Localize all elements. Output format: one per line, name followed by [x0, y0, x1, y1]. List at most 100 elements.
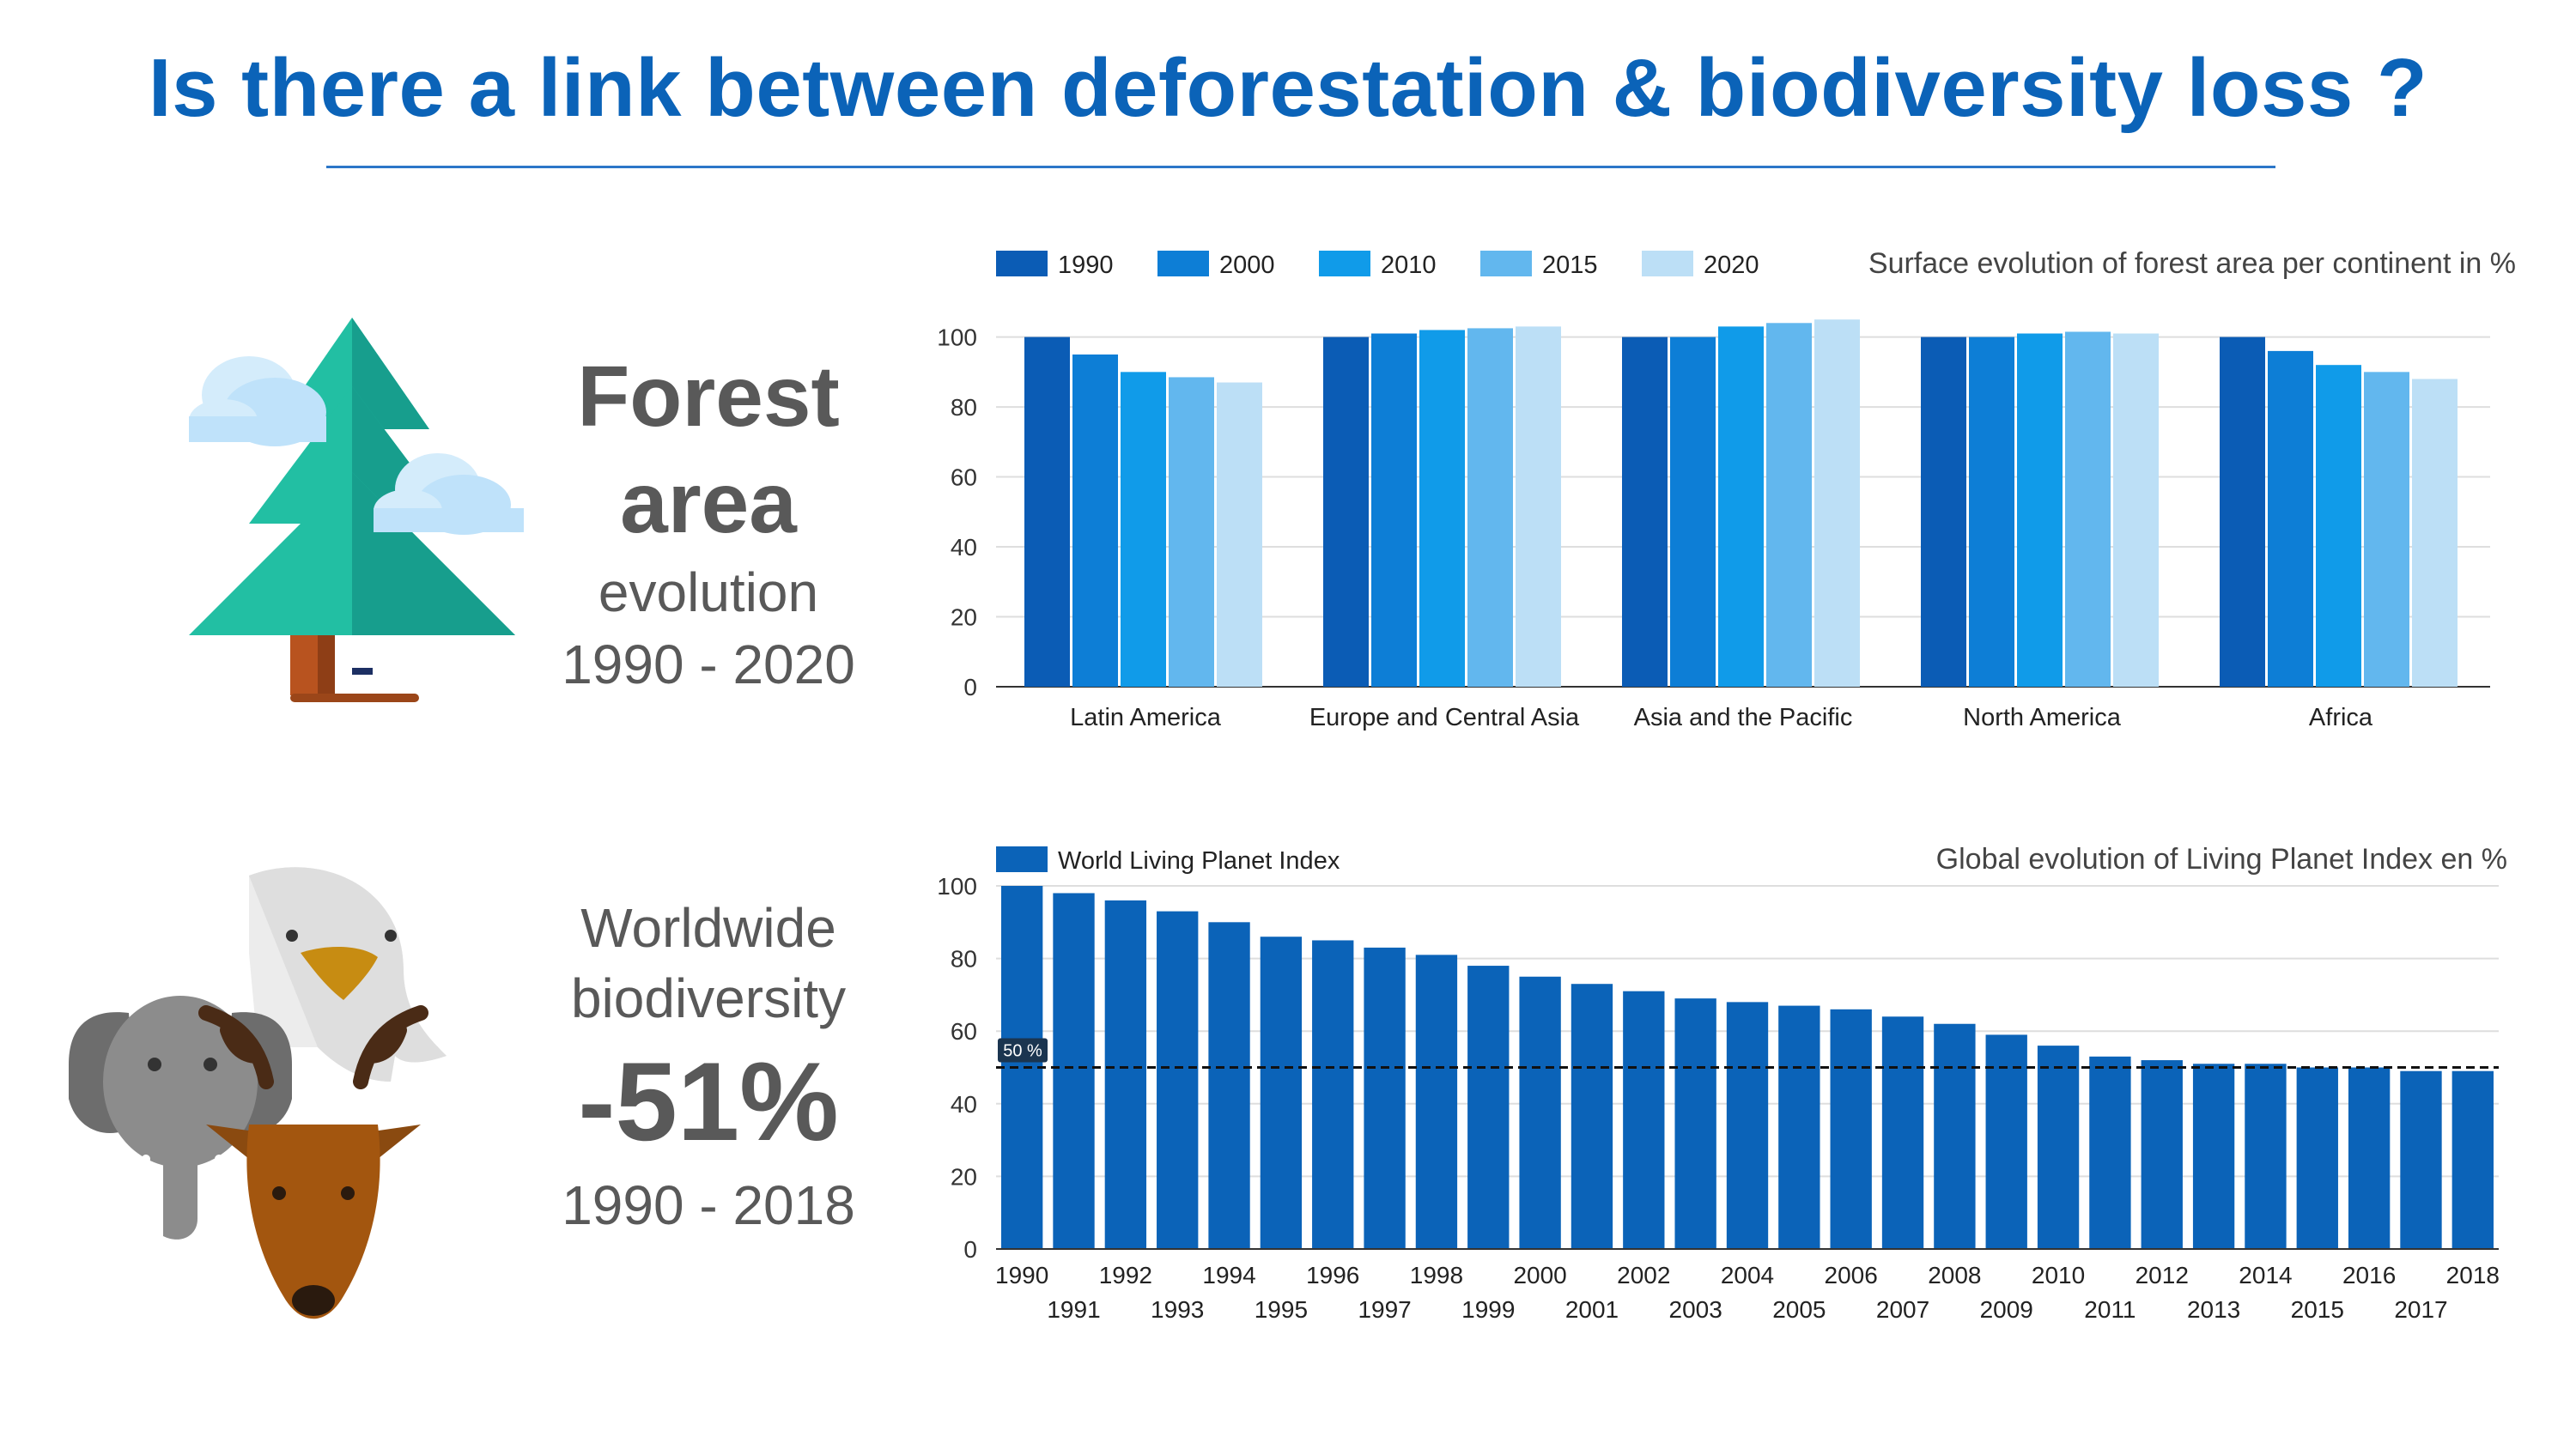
x-tick-label: 1990: [995, 1262, 1048, 1288]
bar-1997: [1364, 947, 1406, 1249]
biodiversity-change-value: -51%: [578, 1039, 839, 1164]
x-category-label: Asia and the Pacific: [1634, 704, 1853, 731]
x-tick-label: 2005: [1772, 1296, 1826, 1323]
bar-2010-europe-and-central-asia: [1419, 330, 1465, 687]
x-tick-label: 2010: [2032, 1262, 2085, 1288]
x-tick-label: 1995: [1255, 1296, 1308, 1323]
pine-tree-with-clouds-icon: [189, 318, 524, 702]
bar-2011: [2089, 1056, 2131, 1249]
x-tick-label: 1999: [1461, 1296, 1515, 1323]
x-tick-label: 2000: [1513, 1262, 1566, 1288]
biodiversity-label-line4: 1990 - 2018: [562, 1174, 855, 1236]
y-tick-label: 0: [963, 1236, 977, 1263]
bar-1993: [1157, 911, 1199, 1249]
bar-2008: [1934, 1023, 1976, 1249]
bar-2001: [1571, 984, 1613, 1249]
x-tick-label: 2003: [1669, 1296, 1722, 1323]
x-tick-label: 2007: [1876, 1296, 1929, 1323]
x-tick-label: 1991: [1047, 1296, 1100, 1323]
x-tick-label: 2013: [2187, 1296, 2240, 1323]
x-tick-label: 2017: [2394, 1296, 2447, 1323]
x-tick-label: 1993: [1151, 1296, 1204, 1323]
legend-label-2015: 2015: [1542, 252, 1598, 279]
x-tick-label: 1994: [1202, 1262, 1255, 1288]
bar-2007: [1881, 1016, 1924, 1249]
x-tick-label: 2002: [1617, 1262, 1670, 1288]
legend-swatch-1990: [996, 251, 1048, 276]
legend-label-2020: 2020: [1704, 252, 1759, 279]
bar-2014: [2245, 1064, 2287, 1249]
bar-2015-north-america: [2065, 331, 2111, 687]
bar-2010-africa: [2316, 365, 2361, 687]
bar-2002: [1623, 991, 1665, 1249]
bar-2006: [1830, 1009, 1872, 1249]
bar-2020-latin-america: [1217, 382, 1262, 687]
x-tick-label: 2011: [2084, 1296, 2136, 1323]
forest-label-line2: area: [620, 455, 797, 551]
x-tick-label: 2014: [2239, 1262, 2292, 1288]
forest-label-line4: 1990 - 2020: [562, 634, 855, 695]
y-tick-label: 100: [937, 873, 977, 900]
chart-title: Surface evolution of forest area per con…: [1868, 247, 2516, 280]
x-tick-label: 2015: [2291, 1296, 2344, 1323]
y-tick-label: 0: [963, 674, 977, 700]
bar-2000-africa: [2268, 350, 2313, 687]
bar-2015-africa: [2364, 372, 2409, 687]
bar-1995: [1260, 937, 1303, 1249]
legend-label-2010: 2010: [1381, 252, 1437, 279]
chart-title: Global evolution of Living Planet Index …: [1936, 843, 2507, 876]
bar-2015: [2296, 1067, 2338, 1249]
legend-label-lpi: World Living Planet Index: [1058, 847, 1340, 875]
bar-2000: [1519, 976, 1561, 1249]
bar-2005: [1778, 1005, 1820, 1249]
bar-1999: [1467, 966, 1510, 1249]
bar-2015-latin-america: [1169, 377, 1214, 687]
x-category-label: Latin America: [1070, 704, 1222, 731]
bar-2020-north-america: [2113, 333, 2159, 687]
bar-2009: [1985, 1034, 2027, 1249]
x-category-label: North America: [1963, 704, 2122, 731]
legend-swatch-2000: [1157, 251, 1209, 276]
reference-line-label: 50 %: [1003, 1042, 1042, 1061]
reference-line-badge: [998, 1038, 1048, 1063]
bar-1994: [1208, 922, 1250, 1249]
bar-2015-asia-and-the-pacific: [1766, 323, 1812, 687]
forest-area-chart: 0 20 40 60 80 100 Latin America Europe and Cent…: [937, 247, 2516, 731]
bar-2000-asia-and-the-pacific: [1670, 336, 1716, 687]
bar-2010-latin-america: [1121, 372, 1166, 687]
bar-2020-europe-and-central-asia: [1516, 326, 1561, 687]
x-tick-label: 2012: [2136, 1262, 2189, 1288]
title-divider: [326, 166, 2275, 168]
bar-2000-europe-and-central-asia: [1371, 333, 1417, 687]
y-tick-label: 40: [951, 534, 977, 561]
bar-2013: [2192, 1064, 2235, 1249]
bar-1990-europe-and-central-asia: [1323, 336, 1369, 687]
y-tick-label: 80: [951, 394, 977, 421]
x-category-label: Europe and Central Asia: [1309, 704, 1580, 731]
forest-label-line3: evolution: [598, 561, 819, 623]
bar-2000-north-america: [1969, 336, 2014, 687]
eagle-elephant-deer-icon: [69, 867, 447, 1319]
page-title: Is there a link between deforestation & …: [148, 42, 2428, 134]
x-category-label: Africa: [2309, 704, 2373, 731]
x-tick-label: 1997: [1358, 1296, 1411, 1323]
x-tick-label: 2001: [1565, 1296, 1619, 1323]
y-tick-label: 20: [951, 604, 977, 631]
bar-2017: [2400, 1070, 2442, 1249]
bar-2020-asia-and-the-pacific: [1814, 319, 1860, 687]
y-tick-label: 40: [951, 1091, 977, 1118]
y-tick-label: 60: [951, 464, 977, 491]
bar-1990-africa: [2220, 336, 2265, 687]
legend-label-2000: 2000: [1219, 252, 1275, 279]
x-tick-label: 2008: [1928, 1262, 1981, 1288]
legend-swatch-2010: [1319, 251, 1370, 276]
bar-1996: [1312, 940, 1354, 1249]
x-tick-label: 2018: [2446, 1262, 2500, 1288]
bar-2010-asia-and-the-pacific: [1718, 326, 1764, 687]
forest-label-line1: Forest: [577, 349, 840, 445]
y-tick-label: 100: [937, 324, 977, 351]
legend-swatch-2015: [1480, 251, 1532, 276]
x-tick-label: 1992: [1099, 1262, 1152, 1288]
x-tick-label: 1996: [1306, 1262, 1359, 1288]
bar-1990-asia-and-the-pacific: [1622, 336, 1668, 687]
